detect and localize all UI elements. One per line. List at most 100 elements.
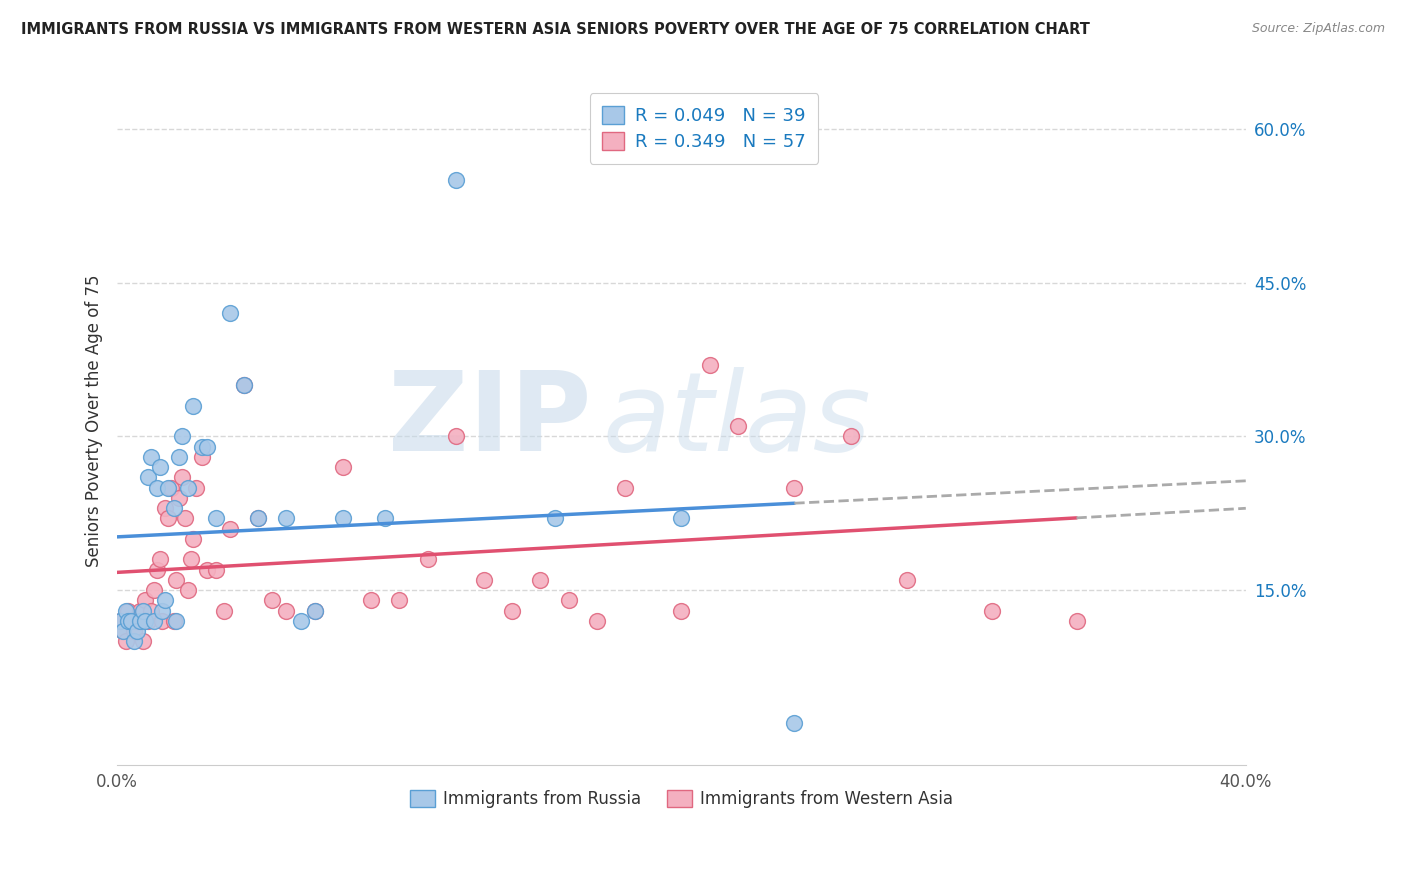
Legend: Immigrants from Russia, Immigrants from Western Asia: Immigrants from Russia, Immigrants from … [404, 783, 959, 814]
Point [543, 511, 565, 525]
Point [128, 604, 150, 618]
Point [128, 614, 150, 628]
Point [159, 481, 181, 495]
Point [177, 481, 200, 495]
Point [444, 173, 467, 187]
Point [131, 634, 153, 648]
Point [167, 450, 190, 464]
Point [586, 614, 609, 628]
Point [839, 429, 862, 443]
Point [177, 583, 200, 598]
Point [172, 470, 194, 484]
Y-axis label: Seniors Poverty Over the Age of 75: Seniors Poverty Over the Age of 75 [86, 275, 103, 567]
Point [131, 604, 153, 618]
Point [153, 593, 176, 607]
Point [304, 604, 326, 618]
Point [183, 399, 205, 413]
Text: ZIP: ZIP [388, 368, 591, 475]
Point [120, 614, 142, 628]
Point [557, 593, 579, 607]
Point [247, 511, 270, 525]
Point [156, 511, 179, 525]
Point [114, 634, 136, 648]
Point [111, 624, 134, 639]
Point [153, 501, 176, 516]
Point [136, 614, 159, 628]
Point [167, 491, 190, 505]
Point [191, 440, 214, 454]
Point [139, 604, 162, 618]
Point [108, 614, 131, 628]
Point [727, 419, 749, 434]
Point [111, 624, 134, 639]
Point [122, 634, 145, 648]
Point [472, 573, 495, 587]
Point [117, 604, 139, 618]
Point [174, 511, 197, 525]
Point [276, 604, 298, 618]
Point [162, 501, 184, 516]
Point [529, 573, 551, 587]
Text: atlas: atlas [603, 368, 872, 475]
Point [614, 481, 637, 495]
Point [156, 481, 179, 495]
Point [360, 593, 382, 607]
Point [699, 358, 721, 372]
Point [980, 604, 1002, 618]
Point [114, 604, 136, 618]
Point [219, 306, 242, 320]
Point [262, 593, 284, 607]
Point [125, 624, 148, 639]
Point [304, 604, 326, 618]
Point [191, 450, 214, 464]
Point [332, 511, 354, 525]
Point [290, 614, 312, 628]
Point [145, 481, 167, 495]
Point [197, 563, 219, 577]
Point [117, 614, 139, 628]
Point [120, 614, 142, 628]
Point [136, 470, 159, 484]
Point [671, 511, 693, 525]
Point [134, 593, 156, 607]
Point [134, 614, 156, 628]
Point [150, 604, 173, 618]
Point [125, 614, 148, 628]
Point [197, 440, 219, 454]
Point [183, 532, 205, 546]
Point [219, 522, 242, 536]
Point [148, 460, 170, 475]
Point [165, 573, 187, 587]
Point [896, 573, 918, 587]
Point [205, 511, 228, 525]
Point [374, 511, 396, 525]
Point [783, 716, 806, 731]
Point [180, 552, 202, 566]
Point [1066, 614, 1088, 628]
Point [671, 604, 693, 618]
Point [172, 429, 194, 443]
Point [233, 378, 256, 392]
Point [139, 450, 162, 464]
Point [332, 460, 354, 475]
Point [162, 614, 184, 628]
Point [142, 583, 165, 598]
Point [276, 511, 298, 525]
Point [205, 563, 228, 577]
Text: IMMIGRANTS FROM RUSSIA VS IMMIGRANTS FROM WESTERN ASIA SENIORS POVERTY OVER THE : IMMIGRANTS FROM RUSSIA VS IMMIGRANTS FRO… [21, 22, 1090, 37]
Point [416, 552, 439, 566]
Point [233, 378, 256, 392]
Point [150, 614, 173, 628]
Point [501, 604, 523, 618]
Point [186, 481, 208, 495]
Point [142, 614, 165, 628]
Point [108, 614, 131, 628]
Text: Source: ZipAtlas.com: Source: ZipAtlas.com [1251, 22, 1385, 36]
Point [122, 624, 145, 639]
Point [145, 563, 167, 577]
Point [783, 481, 806, 495]
Point [247, 511, 270, 525]
Point [148, 552, 170, 566]
Point [165, 614, 187, 628]
Point [444, 429, 467, 443]
